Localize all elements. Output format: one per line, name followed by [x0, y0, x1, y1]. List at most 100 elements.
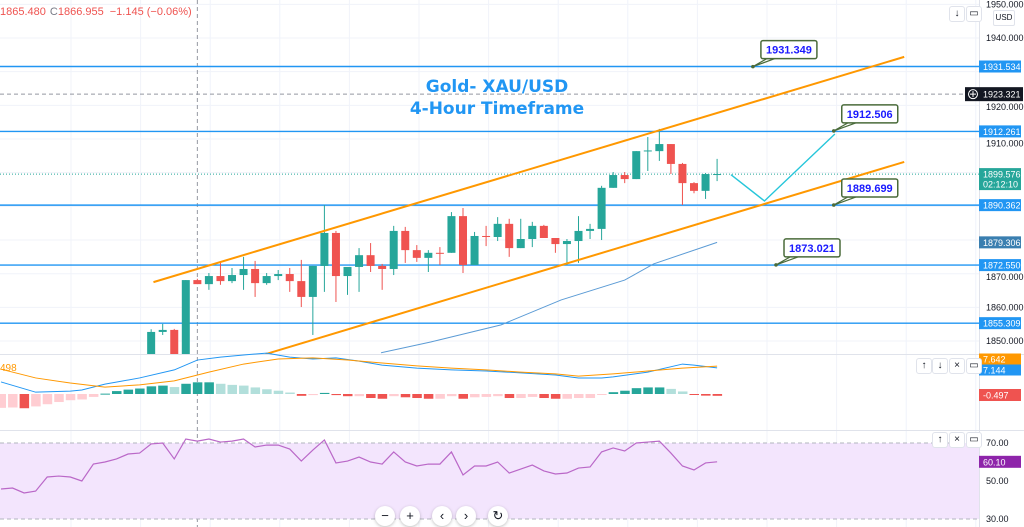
add-alert-plus-icon[interactable] [968, 89, 978, 100]
macd-histogram-bar [77, 394, 87, 400]
main-move-down-button[interactable]: ↓ [949, 6, 965, 22]
channel-lower-line[interactable] [265, 160, 905, 354]
candle-bullish [609, 175, 618, 188]
macd-histogram-bar [42, 394, 53, 405]
callout-label: 1931.349 [766, 45, 812, 57]
zoom-out-button[interactable]: − [375, 506, 395, 526]
macd-histogram-bar [400, 394, 411, 398]
callout-box[interactable] [841, 178, 899, 198]
reset-chart-button[interactable]: ↻ [488, 506, 508, 526]
macd-histogram-bar [31, 394, 41, 407]
macd-histogram-bar [146, 386, 157, 394]
ohlc-legend: 1865.480 C1866.955 −1.145 (−0.06%) [0, 6, 192, 18]
candle-bullish [181, 280, 190, 354]
candle-bearish [297, 281, 306, 297]
macd-histogram-bar [158, 385, 168, 394]
zoom-in-button[interactable]: + [400, 506, 420, 526]
macd-histogram-bar [539, 394, 549, 399]
candle-bullish [147, 331, 156, 354]
chart-title: Gold- XAU/USD 4-Hour Timeframe [380, 76, 614, 120]
level-price-badge: 1890.362 [983, 201, 1021, 211]
last-price-badge-bg [979, 168, 1021, 191]
candle-bearish [539, 225, 548, 238]
macd-histogram-bar [654, 387, 665, 394]
legend-close-value: 1866.955 [57, 6, 104, 18]
callout-label: 1873.021 [789, 243, 835, 255]
projection-path[interactable] [730, 133, 836, 202]
macd-histogram-bar [239, 385, 249, 394]
macd-histogram-bar [54, 394, 64, 403]
macd-histogram-bar [389, 394, 399, 397]
macd-histogram-bar [574, 394, 584, 399]
moving-average-line [380, 241, 718, 354]
price-axis-tick: 1910.000 [986, 138, 1024, 148]
macd-move-up-button[interactable]: ↑ [916, 358, 932, 374]
rsi-move-up-button[interactable]: ↑ [932, 432, 948, 448]
macd-histogram-bar [0, 394, 6, 408]
macd-histogram-bar [677, 391, 688, 394]
macd-histogram-bar [608, 392, 619, 394]
candle-bearish [251, 268, 260, 284]
currency-label[interactable]: USD [993, 10, 1015, 26]
candle-bullish [158, 329, 167, 332]
candle-bearish [412, 250, 421, 258]
macd-signal-badge-bg [979, 353, 1021, 365]
macd-histogram-bar [262, 389, 272, 394]
macd-histogram-bar [527, 394, 538, 397]
macd-histogram-bar [169, 387, 180, 394]
rsi-axis-tick: 30.00 [986, 514, 1009, 524]
level-price-badge: 1912.261 [983, 127, 1021, 137]
macd-histogram-bar [689, 394, 699, 395]
candle-bearish [378, 265, 387, 269]
callout-box[interactable] [783, 238, 841, 258]
candle-bullish [574, 230, 583, 242]
callout-anchor [774, 263, 778, 267]
main-pane[interactable] [0, 55, 979, 358]
macd-line-badge-bg [979, 364, 1021, 376]
chart-title-line2: 4-Hour Timeframe [409, 99, 585, 119]
macd-histogram-bar [250, 387, 261, 394]
rsi-line [0, 438, 718, 494]
candle-bullish [355, 255, 364, 267]
macd-left-value: 498 [0, 363, 17, 374]
channel-upper-line[interactable] [153, 55, 905, 284]
rsi-axis-tick: 70.00 [986, 438, 1009, 448]
macd-histogram-bar [296, 394, 307, 396]
candle-bullish [228, 275, 236, 282]
candle-bearish [505, 223, 514, 249]
macd-histogram-bar [585, 394, 596, 399]
macd-histogram-bar [550, 394, 561, 399]
macd-move-down-button[interactable]: ↓ [932, 358, 948, 374]
price-axis-tick: 1850.000 [986, 336, 1024, 346]
scroll-right-button[interactable]: › [456, 506, 476, 526]
candle-bearish [690, 183, 698, 191]
macd-histogram-bar [319, 392, 330, 394]
price-axis-tick: 1860.000 [986, 302, 1024, 312]
macd-histogram-bar [631, 388, 642, 394]
macd-histogram-bar [597, 394, 607, 395]
candle-bearish [366, 255, 375, 266]
rsi-value-badge: 60.10 [983, 457, 1006, 467]
macd-histogram-bar [19, 394, 30, 409]
macd-histogram-bar [666, 388, 676, 394]
main-maximize-button[interactable]: ▭ [966, 6, 982, 22]
callout-anchor [751, 64, 755, 69]
candle-bullish [528, 225, 537, 240]
callout-label: 1912.506 [847, 109, 893, 121]
macd-maximize-button[interactable]: ▭ [966, 358, 982, 374]
rsi-close-button[interactable]: × [949, 432, 965, 448]
macd-close-button[interactable]: × [949, 358, 965, 374]
rsi-maximize-button[interactable]: ▭ [966, 432, 982, 448]
macd-histogram-bar [458, 394, 468, 399]
candle-bullish [262, 276, 271, 284]
callout-box[interactable] [760, 39, 818, 60]
level-price-badge: 1872.550 [983, 261, 1021, 271]
macd-histogram-bar [435, 394, 445, 399]
macd-histogram-bar [504, 394, 515, 399]
candle-bearish [170, 329, 179, 354]
macd-signal-badge: 7.642 [983, 355, 1006, 365]
callout-box[interactable] [841, 104, 899, 124]
scroll-left-button[interactable]: ‹ [432, 506, 452, 526]
macd-histogram-bar [227, 384, 237, 394]
